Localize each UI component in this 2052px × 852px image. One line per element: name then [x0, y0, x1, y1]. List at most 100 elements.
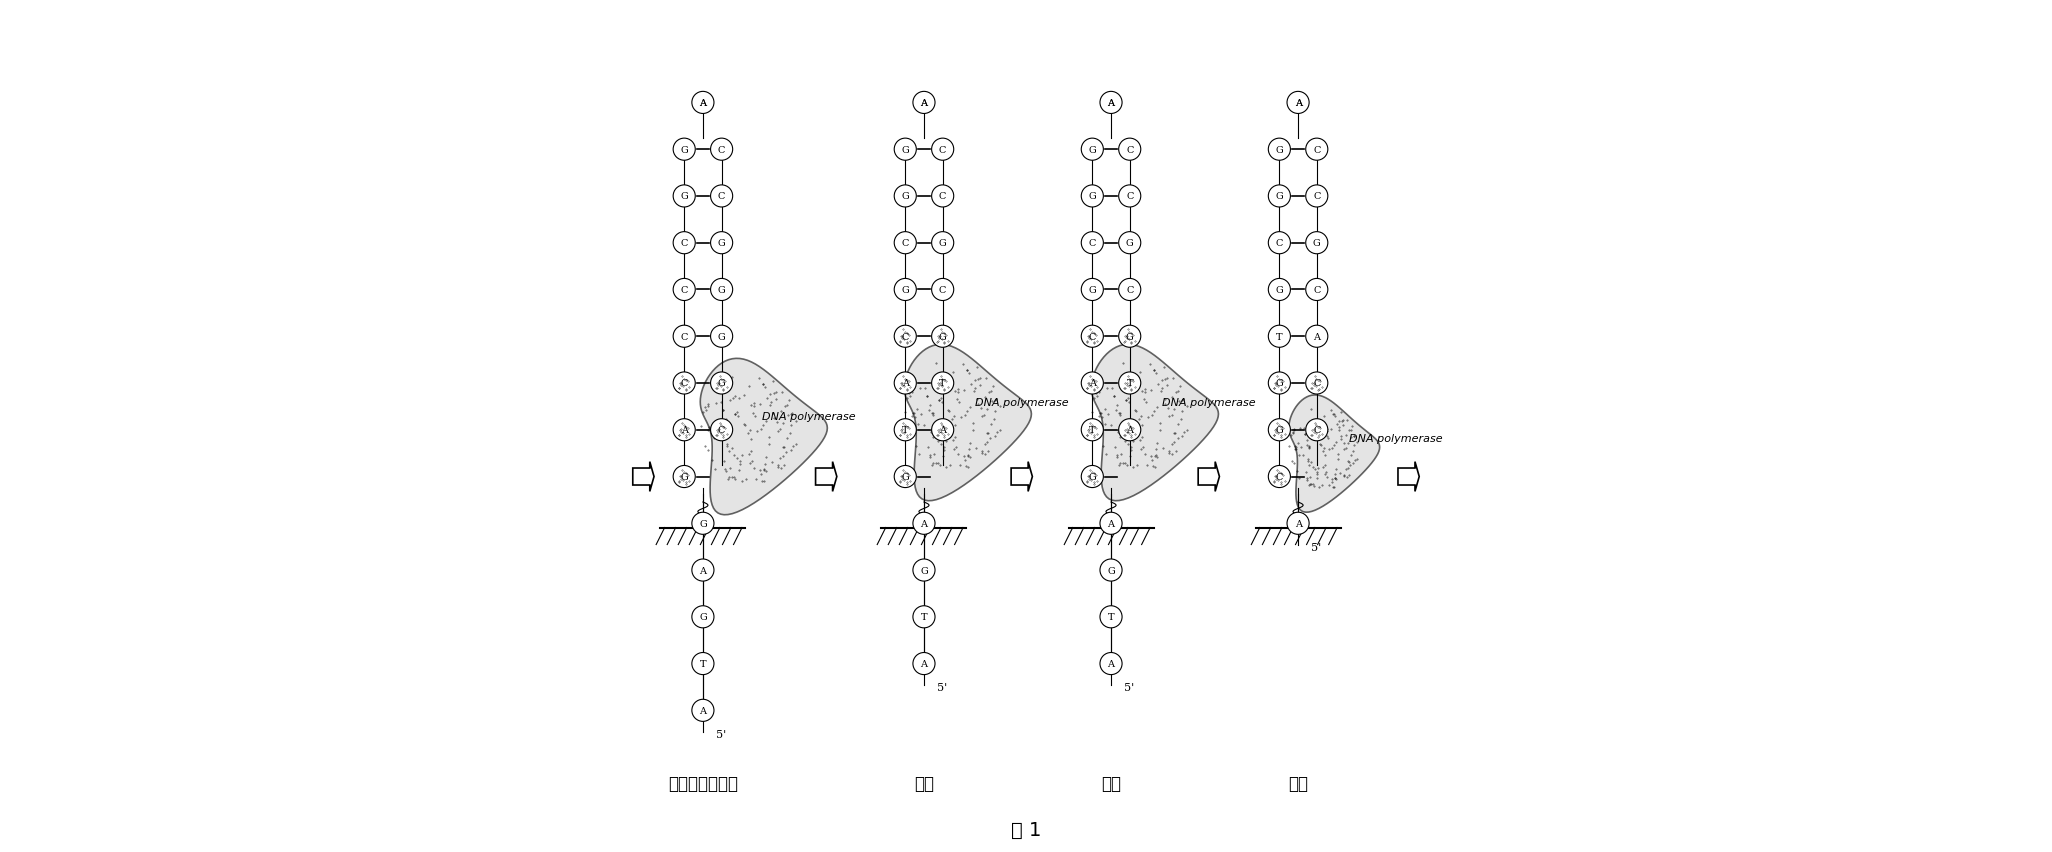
Polygon shape	[632, 462, 655, 492]
Circle shape	[1100, 606, 1122, 628]
Text: G: G	[1127, 239, 1133, 248]
Text: G: G	[681, 146, 687, 154]
Circle shape	[673, 372, 696, 394]
Text: C: C	[681, 239, 687, 248]
Text: G: G	[718, 239, 726, 248]
Circle shape	[1305, 279, 1328, 301]
Circle shape	[932, 372, 954, 394]
Text: A: A	[1108, 659, 1114, 668]
Circle shape	[692, 92, 714, 114]
Text: T: T	[903, 426, 909, 435]
Polygon shape	[1092, 345, 1219, 501]
Text: 5': 5'	[1124, 682, 1135, 693]
Text: C: C	[1276, 239, 1282, 248]
Circle shape	[673, 325, 696, 348]
Circle shape	[692, 559, 714, 581]
Text: C: C	[940, 285, 946, 295]
Circle shape	[1268, 139, 1291, 161]
Circle shape	[1118, 325, 1141, 348]
Circle shape	[895, 186, 917, 208]
Text: C: C	[1127, 146, 1133, 154]
Circle shape	[932, 325, 954, 348]
Text: C: C	[718, 193, 724, 201]
Circle shape	[1305, 233, 1328, 255]
Text: G: G	[1088, 473, 1096, 481]
Text: A: A	[901, 379, 909, 388]
Circle shape	[710, 233, 733, 255]
Circle shape	[895, 372, 917, 394]
Polygon shape	[1012, 462, 1032, 492]
Circle shape	[913, 606, 936, 628]
Circle shape	[1268, 233, 1291, 255]
Circle shape	[710, 139, 733, 161]
Circle shape	[932, 139, 954, 161]
Circle shape	[1081, 419, 1104, 441]
Circle shape	[895, 466, 917, 488]
Circle shape	[1268, 372, 1291, 394]
Text: DNA polymerase: DNA polymerase	[1161, 398, 1256, 407]
Circle shape	[1305, 186, 1328, 208]
Text: G: G	[901, 193, 909, 201]
Circle shape	[1100, 92, 1122, 114]
Text: C: C	[1313, 379, 1321, 388]
Circle shape	[932, 233, 954, 255]
Text: 延伸: 延伸	[1289, 774, 1307, 792]
Circle shape	[1081, 325, 1104, 348]
Text: A: A	[921, 99, 928, 108]
Circle shape	[673, 186, 696, 208]
Text: DNA polymerase: DNA polymerase	[763, 412, 856, 422]
Circle shape	[710, 325, 733, 348]
Text: G: G	[718, 285, 726, 295]
Circle shape	[1118, 139, 1141, 161]
Circle shape	[1100, 559, 1122, 581]
Circle shape	[1287, 92, 1309, 114]
Circle shape	[673, 139, 696, 161]
Text: C: C	[681, 332, 687, 342]
Circle shape	[1268, 186, 1291, 208]
Text: 5': 5'	[716, 729, 726, 740]
Text: A: A	[1295, 99, 1301, 108]
Circle shape	[1305, 419, 1328, 441]
Text: A: A	[700, 99, 706, 108]
Circle shape	[710, 279, 733, 301]
Text: C: C	[940, 193, 946, 201]
Circle shape	[692, 606, 714, 628]
Text: G: G	[1276, 193, 1282, 201]
Circle shape	[1118, 279, 1141, 301]
Circle shape	[913, 653, 936, 675]
Circle shape	[1081, 372, 1104, 394]
Circle shape	[1305, 139, 1328, 161]
Circle shape	[710, 419, 733, 441]
Circle shape	[1081, 186, 1104, 208]
Text: G: G	[1108, 566, 1114, 575]
Circle shape	[1081, 139, 1104, 161]
Text: G: G	[718, 332, 726, 342]
Text: T: T	[1108, 613, 1114, 622]
Text: G: G	[1276, 285, 1282, 295]
Circle shape	[692, 513, 714, 535]
Circle shape	[895, 139, 917, 161]
Text: G: G	[901, 146, 909, 154]
Text: T: T	[700, 659, 706, 668]
Circle shape	[710, 186, 733, 208]
Text: A: A	[700, 706, 706, 715]
Polygon shape	[815, 462, 837, 492]
Text: G: G	[919, 566, 928, 575]
Text: 5': 5'	[1311, 543, 1321, 552]
Text: C: C	[1313, 285, 1321, 295]
Circle shape	[932, 419, 954, 441]
Text: C: C	[1313, 193, 1321, 201]
Text: A: A	[1108, 99, 1114, 108]
Text: G: G	[1088, 285, 1096, 295]
Text: C: C	[1127, 285, 1133, 295]
Text: G: G	[1127, 332, 1133, 342]
Text: A: A	[700, 566, 706, 575]
Circle shape	[1287, 513, 1309, 535]
Text: G: G	[681, 193, 687, 201]
Text: A: A	[921, 519, 928, 528]
Text: G: G	[681, 473, 687, 481]
Polygon shape	[1198, 462, 1219, 492]
Circle shape	[895, 233, 917, 255]
Circle shape	[913, 513, 936, 535]
Text: 延伸: 延伸	[913, 774, 934, 792]
